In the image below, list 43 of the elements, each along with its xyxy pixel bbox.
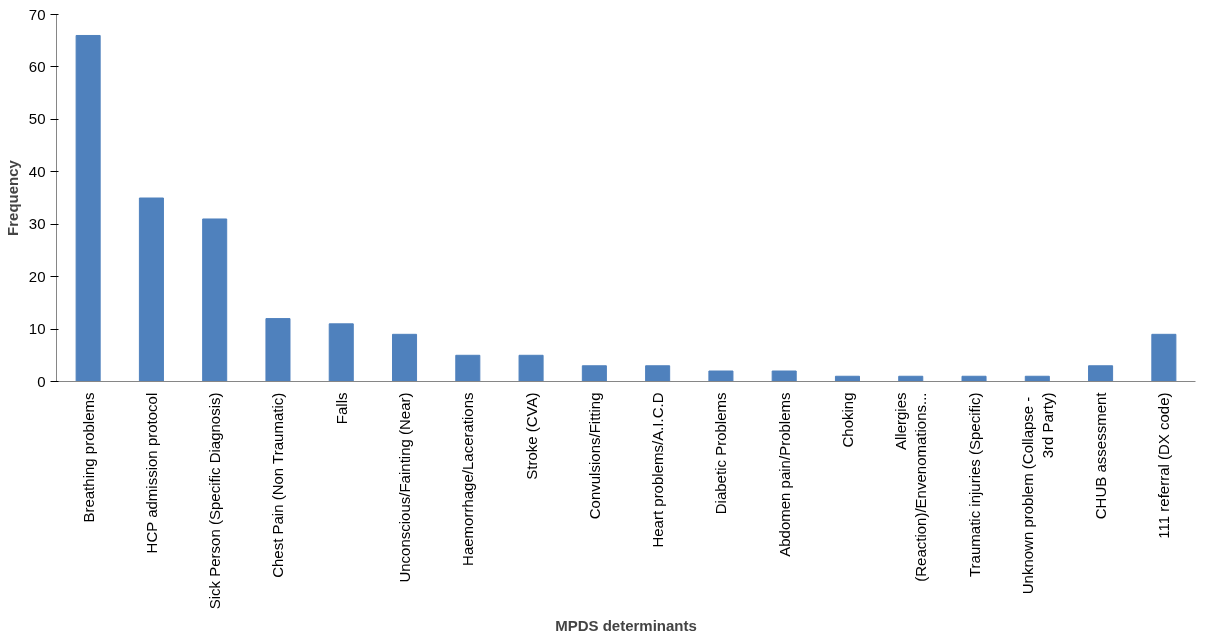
x-tick-label: Falls [332, 392, 350, 425]
y-tick-label: 0 [37, 372, 46, 390]
y-tick-label: 60 [28, 57, 46, 75]
bar [645, 365, 671, 382]
bar [455, 354, 481, 382]
x-tick-label: CHUB assessment [1092, 391, 1110, 520]
y-tick-label: 50 [28, 110, 46, 128]
x-tick-label: Heart problems/A.I.C.D [649, 392, 667, 548]
x-tick-label: Unconscious/Fainting (Near) [396, 392, 414, 583]
bar [265, 318, 291, 382]
bar [328, 323, 354, 382]
bar [581, 365, 607, 382]
x-tick-label: Diabetic Problems [712, 392, 730, 515]
y-tick-label: 20 [28, 267, 46, 285]
x-tick-label: 111 referral (DX code) [1155, 392, 1173, 539]
bar [771, 370, 797, 382]
x-tick-label: HCP admission protocol [142, 392, 160, 554]
bar [961, 375, 987, 382]
x-tick-label: Haemorrhage/Lacerations [459, 392, 477, 566]
bar [1151, 333, 1177, 382]
bar [202, 218, 228, 382]
bar [518, 354, 544, 382]
x-tick-label: Traumatic injuries (Specific) [965, 392, 983, 577]
y-axis-title: Frequency [3, 159, 21, 236]
x-tick-label: Sick Person (Specific Diagnosis) [206, 392, 224, 610]
x-tick-label: Choking [838, 392, 856, 448]
x-tick-label: Allergies (Reaction)/Envenomations... [892, 392, 930, 582]
x-tick-label: Convulsions/Fitting [585, 392, 603, 520]
x-tick-label: Stroke (CVA) [522, 392, 540, 480]
bar [708, 370, 734, 382]
x-tick-label: Unknown problem (Collapse - 3rd Party) [1018, 392, 1057, 595]
x-tick-label: Chest Pain (Non Traumatic) [269, 392, 287, 578]
bar [138, 197, 164, 382]
y-tick-label: 70 [28, 5, 46, 23]
bar [1088, 365, 1114, 382]
y-tick-label: 30 [28, 215, 46, 233]
bar [392, 333, 418, 382]
x-axis-title: MPDS determinants [555, 617, 697, 635]
y-tick-label: 40 [28, 162, 46, 180]
bar [75, 34, 101, 382]
x-tick-label: Breathing problems [79, 392, 97, 523]
x-tick-label: Abdomen pain/Problems [775, 392, 793, 557]
y-tick-label: 10 [28, 320, 46, 338]
